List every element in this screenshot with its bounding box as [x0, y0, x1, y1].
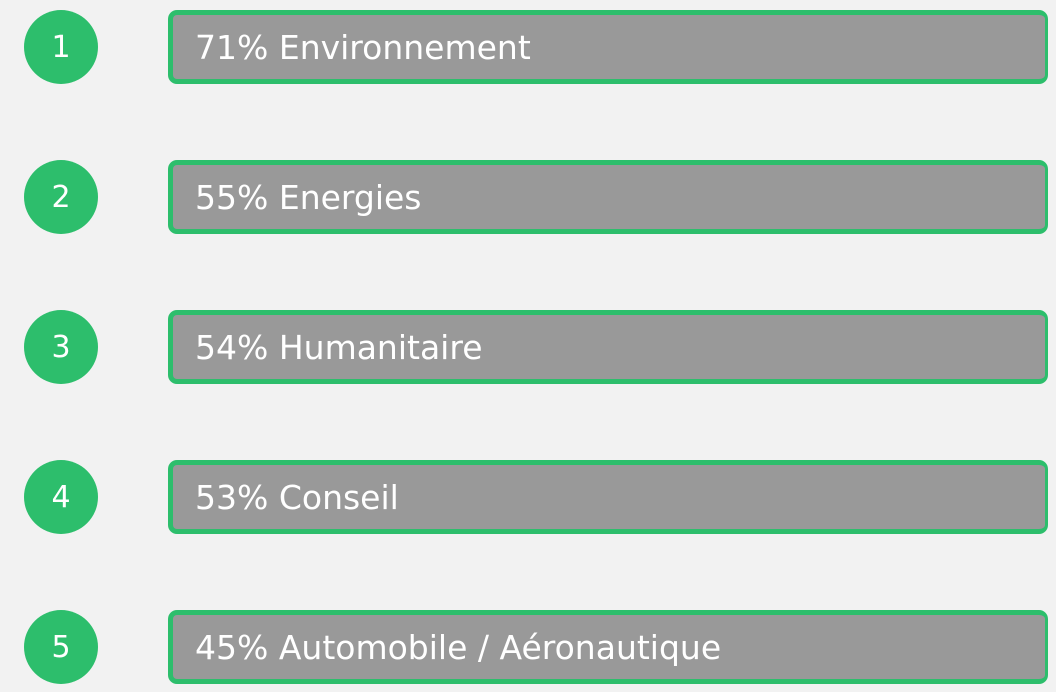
item-bar: 71% Environnement [168, 10, 1048, 84]
item-bar: 55% Energies [168, 160, 1048, 234]
rank-badge: 2 [24, 160, 98, 234]
item-bar: 54% Humanitaire [168, 310, 1048, 384]
rank-badge: 4 [24, 460, 98, 534]
item-bar: 45% Automobile / Aéronautique [168, 610, 1048, 684]
rank-badge: 5 [24, 610, 98, 684]
item-bar: 53% Conseil [168, 460, 1048, 534]
rank-badge: 3 [24, 310, 98, 384]
rank-badge: 1 [24, 10, 98, 84]
